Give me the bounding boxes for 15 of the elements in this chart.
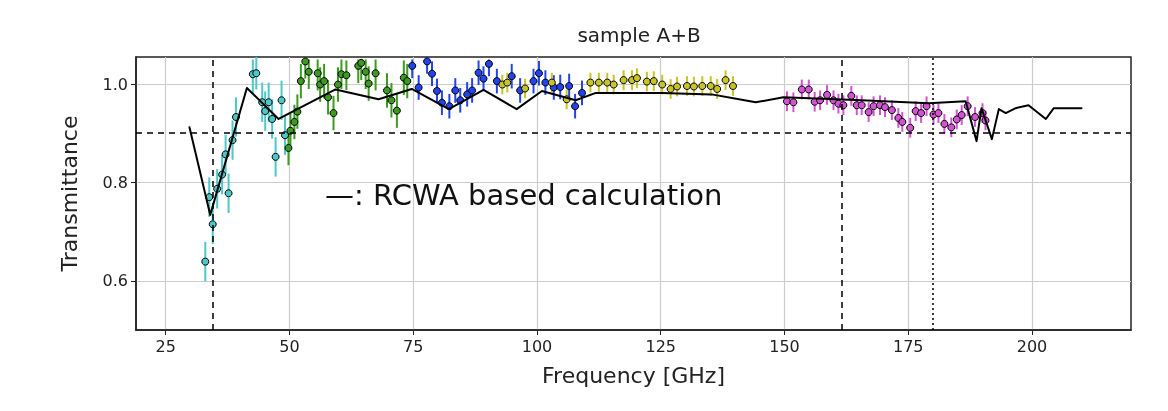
x-tick-label: 50 [279, 336, 300, 356]
x-tick-label: 200 [1016, 336, 1048, 356]
x-tick-label: 150 [769, 336, 800, 356]
y-tick-label: 0.8 [102, 172, 128, 192]
x-tick-label: 175 [892, 336, 924, 356]
y-tick-label: 0.6 [102, 271, 128, 291]
chart-title: sample A+B [577, 23, 701, 47]
x-tick-label: 25 [155, 336, 176, 356]
x-tick-label: 100 [521, 336, 553, 356]
y-tick-label: 1.0 [102, 74, 128, 94]
y-axis-title: Transmittance [56, 115, 82, 273]
annotation: —: RCWA based calculation [325, 177, 723, 212]
x-tick-label: 125 [645, 336, 676, 356]
x-axis-title: Frequency [GHz] [542, 362, 725, 388]
x-tick-label: 75 [403, 336, 424, 356]
